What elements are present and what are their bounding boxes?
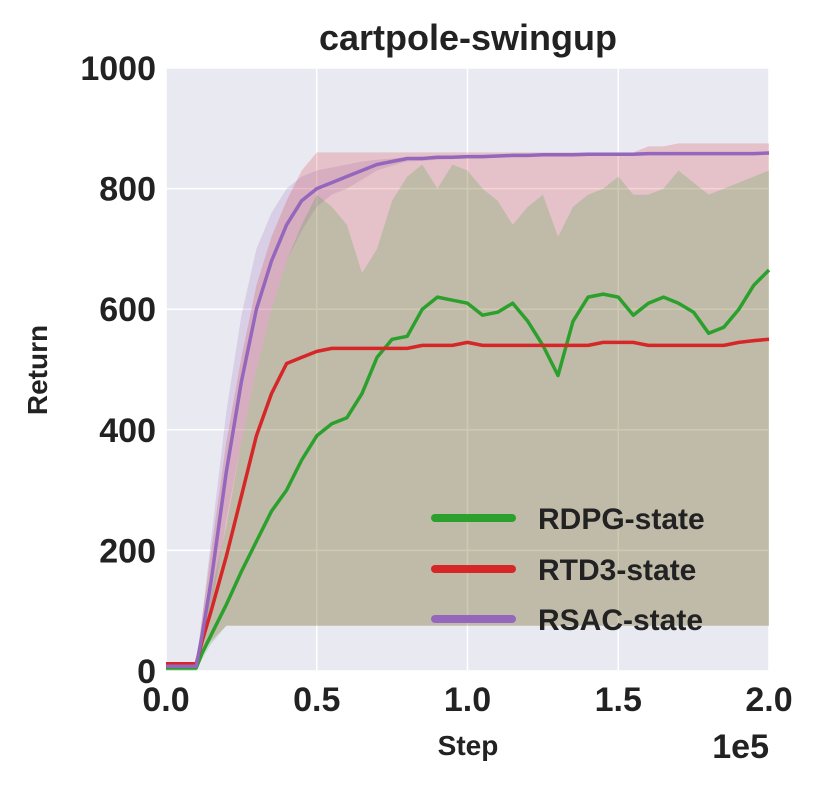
legend-label: RSAC-state [538,604,703,637]
y-tick-label: 0 [137,653,156,691]
x-tick-label: 2.0 [745,681,792,719]
confidence-bands [166,143,769,671]
series-lines [166,151,771,670]
x-axis-label: Step [438,730,499,761]
y-tick-label: 600 [99,291,156,329]
x-tick-label: 1.5 [595,681,642,719]
line-rtd3-state [166,337,770,666]
y-tick-label: 400 [99,412,156,450]
line-rdpg-state [166,268,771,670]
x-axis-offset-label: 1e5 [712,728,769,766]
grid [165,67,770,672]
chart-title: cartpole-swingup [319,17,617,58]
x-tick-label: 0.0 [142,681,189,719]
y-tick-label: 1000 [80,50,156,88]
y-axis-label: Return [22,325,53,415]
x-tick-label: 1.0 [444,681,491,719]
y-tick-label: 800 [99,171,156,209]
legend: RDPG-state RTD3-state RSAC-state [431,503,705,637]
legend-label: RTD3-state [538,554,696,587]
tick-labels: 0.0 0.5 1.0 1.5 2.0 0 200 400 600 800 1000 [80,50,792,719]
band-rtd3-state [166,143,769,665]
band-rdpg-state [166,164,769,671]
legend-label: RDPG-state [538,503,705,536]
line-rsac-state [166,151,770,668]
y-tick-label: 200 [99,532,156,570]
x-tick-label: 0.5 [293,681,340,719]
